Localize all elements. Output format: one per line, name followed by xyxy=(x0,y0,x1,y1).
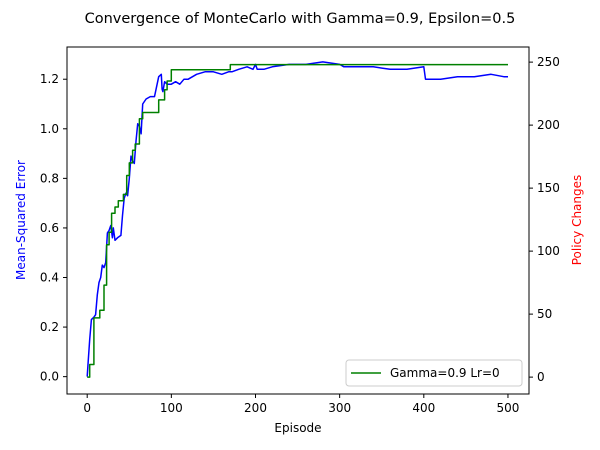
left-y-tick-label: 0.0 xyxy=(40,370,59,384)
right-y-axis-label: Policy Changes xyxy=(570,175,584,266)
x-tick-label: 300 xyxy=(328,401,351,415)
legend-label: Gamma=0.9 Lr=0 xyxy=(390,366,500,380)
right-y-tick-label: 50 xyxy=(537,307,552,321)
left-y-axis-label: Mean-Squared Error xyxy=(14,160,28,280)
left-y-tick-label: 1.2 xyxy=(40,72,59,86)
right-y-tick-label: 100 xyxy=(537,244,560,258)
left-y-tick-label: 1.0 xyxy=(40,122,59,136)
chart-title: Convergence of MonteCarlo with Gamma=0.9… xyxy=(85,11,516,27)
left-y-axis: 0.0 0.2 0.4 0.6 0.8 1.0 1.2 xyxy=(40,72,67,384)
x-axis: 0 100 200 300 400 500 xyxy=(83,394,519,415)
left-y-tick-label: 0.8 xyxy=(40,171,59,185)
left-y-tick-label: 0.2 xyxy=(40,320,59,334)
legend-box xyxy=(345,359,523,387)
x-tick-label: 200 xyxy=(244,401,267,415)
x-tick-label: 100 xyxy=(160,401,183,415)
x-tick-label: 0 xyxy=(83,401,91,415)
series-layer xyxy=(86,61,508,378)
legend: Gamma=0.9 Lr=0 xyxy=(345,359,523,387)
right-y-axis: 0 50 100 150 200 250 xyxy=(529,55,560,384)
left-y-tick-label: 0.4 xyxy=(40,271,59,285)
plot-frame xyxy=(66,46,530,395)
right-y-tick-label: 200 xyxy=(537,118,560,132)
right-y-tick-label: 250 xyxy=(537,55,560,69)
x-axis-label: Episode xyxy=(274,421,321,435)
right-y-tick-label: 0 xyxy=(537,370,545,384)
policy-changes-line xyxy=(87,63,508,378)
right-y-tick-label: 150 xyxy=(537,181,560,195)
x-tick-label: 400 xyxy=(412,401,435,415)
x-tick-label: 500 xyxy=(497,401,520,415)
left-y-tick-label: 0.6 xyxy=(40,221,59,235)
